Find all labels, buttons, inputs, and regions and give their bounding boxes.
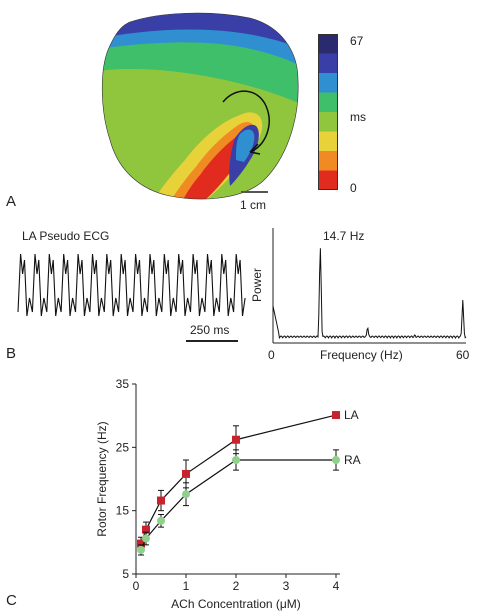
colorbar-cell xyxy=(318,34,338,54)
colorbar-min-label: 0 xyxy=(350,181,357,195)
data-point-la xyxy=(142,525,150,534)
colorbar-max-label: 67 xyxy=(350,34,364,48)
data-point-ra xyxy=(137,545,145,554)
activation-colorbar xyxy=(318,34,338,190)
x-axis-label: ACh Concentration (μM) xyxy=(171,597,301,611)
ecg-title: LA Pseudo ECG xyxy=(22,229,110,243)
series-line-la xyxy=(140,414,337,544)
data-point-la xyxy=(157,496,165,505)
series-line-ra xyxy=(140,459,336,551)
data-point-ra xyxy=(157,516,165,525)
x-tick-label: 4 xyxy=(333,579,340,593)
y-axis-label: Rotor Frequency (Hz) xyxy=(95,421,109,536)
ecg-scale-label: 250 ms xyxy=(190,323,230,337)
y-tick-label: 25 xyxy=(116,440,130,454)
data-point-la xyxy=(332,411,340,420)
spectrum-xmin: 0 xyxy=(268,348,275,362)
panel-a-label: A xyxy=(6,193,17,210)
x-tick-label: 1 xyxy=(183,579,190,593)
colorbar-cell xyxy=(318,131,338,152)
ecg-trace xyxy=(17,253,246,317)
power-spectrum xyxy=(272,228,467,344)
x-tick-label: 0 xyxy=(133,579,140,593)
spectrum-peak-label: 14.7 Hz xyxy=(323,229,365,243)
data-point-ra xyxy=(332,456,340,464)
data-point-ra xyxy=(182,490,190,499)
scale-bar-1cm-label: 1 cm xyxy=(240,198,267,212)
y-tick-label: 35 xyxy=(116,377,130,391)
rotor-frequency-chart: 0 1 2 3 4 5 15 25 35 ACh Concentration (μM) Rotor … xyxy=(95,377,361,611)
colorbar-cell xyxy=(318,73,338,93)
y-tick-label: 5 xyxy=(122,567,129,581)
panel-c-label: C xyxy=(6,592,17,609)
y-tick-label: 15 xyxy=(116,504,130,518)
spectrum-ylabel: Power xyxy=(250,267,265,303)
ecg-scale-bar xyxy=(186,340,238,342)
scale-bar-1cm xyxy=(241,191,268,193)
data-point-ra xyxy=(142,534,150,543)
colorbar-cell xyxy=(318,112,338,132)
spectrum-xmax: 60 xyxy=(456,348,470,362)
colorbar-cell xyxy=(318,92,338,113)
colorbar-cell xyxy=(318,170,338,190)
x-tick-label: 3 xyxy=(283,579,290,593)
spectrum-xlabel: Frequency (Hz) xyxy=(320,348,403,362)
colorbar-unit-label: ms xyxy=(350,110,366,124)
series-label-ra: RA xyxy=(344,453,361,467)
data-point-la xyxy=(182,469,190,478)
data-point-ra xyxy=(232,456,240,464)
data-point-la xyxy=(137,539,145,548)
colorbar-cell xyxy=(318,151,338,171)
x-tick-label: 2 xyxy=(233,579,240,593)
series-label-la: LA xyxy=(344,408,359,422)
activation-map xyxy=(101,12,299,200)
colorbar-cell xyxy=(318,53,338,74)
panel-b-label: B xyxy=(6,345,17,362)
data-point-la xyxy=(232,435,240,444)
